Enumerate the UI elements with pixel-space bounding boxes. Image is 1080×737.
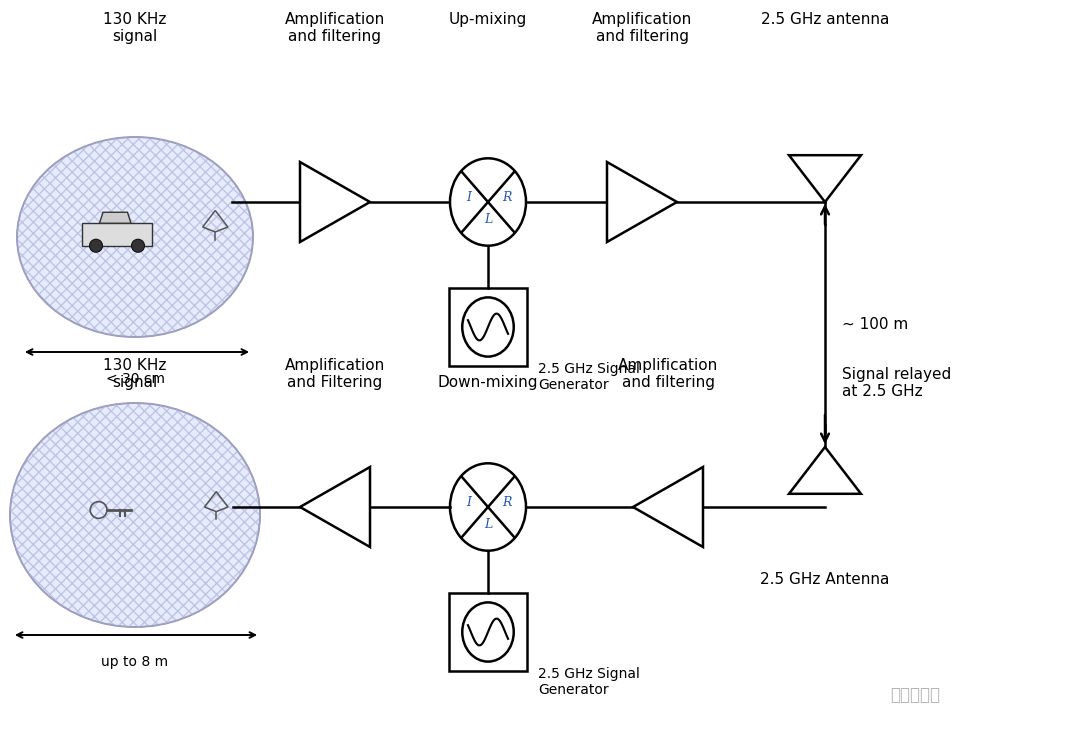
Text: up to 8 m: up to 8 m [102,655,168,669]
Polygon shape [633,467,703,547]
Ellipse shape [462,298,514,357]
Text: ~ 100 m: ~ 100 m [842,318,908,332]
Text: Amplification
and filtering: Amplification and filtering [618,357,718,390]
Polygon shape [789,156,861,202]
Ellipse shape [450,158,526,245]
Text: L: L [484,518,492,531]
Text: L: L [484,213,492,226]
Bar [449,288,527,366]
Text: I: I [467,191,472,204]
Polygon shape [300,162,370,242]
Bar [449,593,527,671]
Polygon shape [607,162,677,242]
Text: Amplification
and Filtering: Amplification and Filtering [285,357,386,390]
Polygon shape [789,447,861,494]
Text: Signal relayed
at 2.5 GHz: Signal relayed at 2.5 GHz [842,367,951,399]
Text: < 30 cm: < 30 cm [106,372,164,386]
Polygon shape [99,212,131,223]
Text: I: I [467,496,472,509]
Text: 2.5 GHz Signal
Generator: 2.5 GHz Signal Generator [538,362,639,392]
Ellipse shape [450,464,526,551]
Polygon shape [300,467,370,547]
Circle shape [90,240,103,252]
Text: R: R [502,496,512,509]
Circle shape [132,240,145,252]
Ellipse shape [17,137,253,337]
Text: 鉴源实验室: 鉴源实验室 [890,686,940,704]
Ellipse shape [462,602,514,662]
Text: Amplification
and filtering: Amplification and filtering [592,12,692,44]
Text: 130 KHz
signal: 130 KHz signal [104,357,166,390]
Text: Up-mixing: Up-mixing [449,12,527,27]
Text: Amplification
and filtering: Amplification and filtering [285,12,386,44]
Text: 2.5 GHz Antenna: 2.5 GHz Antenna [760,572,890,587]
Bar [82,223,152,245]
Ellipse shape [10,403,260,627]
Text: R: R [502,191,512,204]
Text: Down-mixing: Down-mixing [437,375,538,390]
Text: 130 KHz
signal: 130 KHz signal [104,12,166,44]
Text: 2.5 GHz antenna: 2.5 GHz antenna [760,12,889,27]
Text: 2.5 GHz Signal
Generator: 2.5 GHz Signal Generator [538,667,639,697]
